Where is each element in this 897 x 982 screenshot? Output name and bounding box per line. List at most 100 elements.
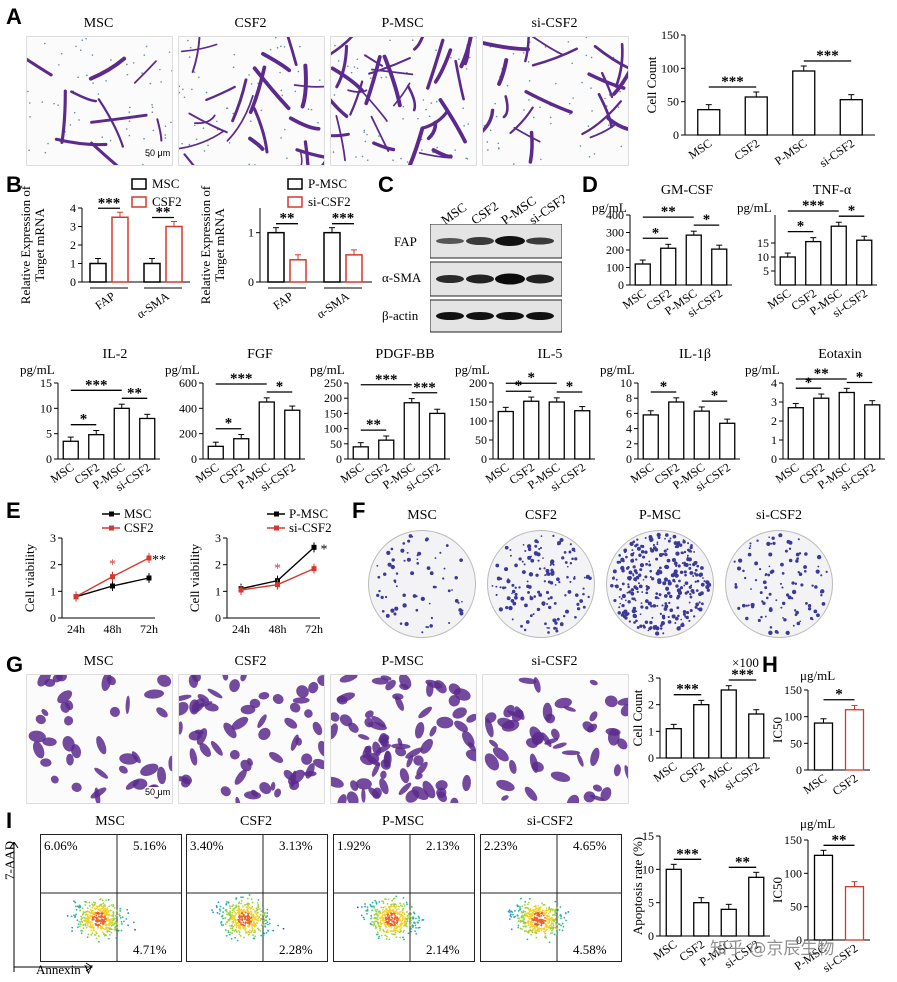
colony [420,596,425,602]
event-dot [96,905,99,908]
event-dot [106,930,109,933]
invaded-cell [589,711,598,722]
colony [684,573,687,577]
event-dot [90,929,93,932]
event-dot [370,915,373,917]
chart-il-1-y-tick-label: 0 [626,452,632,466]
event-dot [536,923,539,926]
colony [638,553,642,557]
colony [378,589,381,593]
colony [687,542,690,545]
colony [703,580,706,583]
event-dot [555,917,557,920]
chart-h2-y-tick-label: 0 [796,933,802,947]
invaded-cell [372,787,382,799]
chart-il-2-y-tick-label: 0 [46,452,52,466]
i-msc-ul: 6.06% [44,838,78,853]
invaded-cell [462,774,471,792]
event-dot [394,903,397,906]
event-dot [544,932,547,935]
chart-a-bar-si-csf2 [839,99,863,136]
invaded-cell [420,738,433,754]
colony [674,573,679,578]
event-dot [390,919,393,921]
colony [769,626,773,629]
colony [694,605,698,609]
event-dot [265,931,268,934]
event-dot [233,924,236,927]
colony [527,555,532,560]
event-dot [86,907,89,910]
colony [569,543,572,546]
colony [568,550,572,554]
pore-dot [528,99,530,101]
chart-il-1-bar-si-csf2 [719,422,736,460]
invaded-cell [339,675,358,683]
colony [686,554,689,557]
colony [621,569,625,573]
invaded-cell [466,713,476,723]
pore-dot [425,108,427,111]
colony [661,604,664,607]
event-dot [509,913,512,916]
colony [549,596,553,600]
invaded-cell [240,675,247,682]
event-dot [537,923,540,926]
chart-gm-csf-sig-label: ** [661,204,676,220]
colony [670,573,675,578]
event-dot [556,931,559,934]
chart-gm-csf-y-tick-label: 100 [606,261,624,275]
event-dot [403,938,405,941]
pore-dot [378,135,380,137]
event-dot [378,925,381,928]
invaded-cell [589,679,598,686]
colony [511,589,516,594]
colony [627,600,631,604]
colony [650,548,655,553]
pore-dot [128,111,131,113]
event-dot [383,913,386,916]
chart-h1-y-label: IC50 [770,717,785,743]
event-dot [277,924,280,927]
event-dot [239,935,242,937]
event-dot [231,918,234,920]
event-dot [374,925,377,928]
event-dot [407,913,410,915]
colony [526,580,529,583]
chart-b1-sig-label: ** [156,205,171,221]
event-dot [391,899,394,902]
event-dot [113,923,115,926]
colony [640,549,645,554]
event-dot [537,904,540,907]
colony [683,550,687,554]
event-dot [549,917,552,920]
colony [667,539,671,543]
invaded-cell [292,697,310,704]
event-dot [265,919,268,922]
event-dot [523,914,526,917]
chart-eotaxin-bar-p-msc [838,391,855,460]
colony [651,577,655,581]
colony [618,560,622,564]
chart-tnf-unit: pg/mL [737,200,772,215]
colony [636,546,641,551]
chart-il-1-title: IL-1β [679,347,711,362]
chart-g-y-tick-label: 2 [648,698,654,712]
chart-b1-y-tick-label: 2 [70,238,76,252]
colony [529,614,533,618]
event-dot [379,916,382,919]
event-dot [251,905,254,908]
colony [527,585,532,589]
invaded-cell [339,714,353,727]
invaded-cell [157,766,167,785]
colony [699,572,704,577]
colony [683,561,686,565]
invaded-cell [289,702,301,713]
invaded-cell [426,681,434,697]
chart-eotaxin-bar-msc [787,407,804,460]
colony [760,615,763,619]
invaded-cell [313,758,324,770]
event-dot [532,910,535,913]
colony [641,544,645,549]
colony [803,565,807,569]
